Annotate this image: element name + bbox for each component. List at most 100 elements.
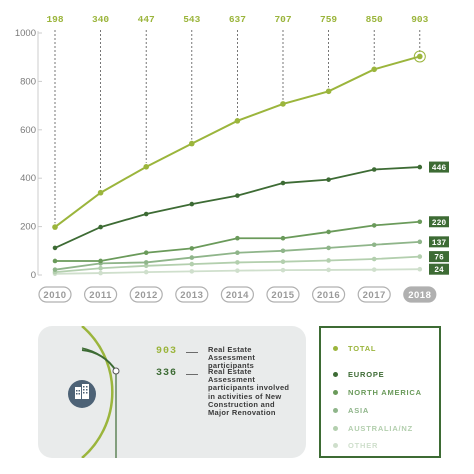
data-point bbox=[417, 254, 423, 259]
data-point bbox=[235, 250, 240, 256]
data-point bbox=[371, 66, 378, 73]
stat-newconstruction-value: 336 bbox=[156, 368, 178, 379]
stat-newconstruction: 336 Real Estate Assessment participants … bbox=[156, 367, 298, 418]
end-value-box bbox=[429, 236, 449, 248]
year-pill bbox=[266, 286, 300, 303]
end-value-box bbox=[429, 161, 449, 173]
data-point bbox=[371, 167, 377, 172]
legend-dot bbox=[333, 390, 338, 395]
year-pill bbox=[38, 286, 72, 303]
year-label: 2013 bbox=[180, 290, 203, 301]
year-label: 2015 bbox=[271, 290, 294, 301]
y-tick-label: 1000 bbox=[15, 28, 36, 39]
year-label: 2016 bbox=[317, 290, 340, 301]
data-point bbox=[326, 245, 331, 251]
year-pill bbox=[220, 286, 254, 303]
data-point bbox=[189, 255, 195, 260]
y-tick-label: 400 bbox=[20, 173, 36, 184]
building-icon-part bbox=[75, 387, 81, 399]
data-point bbox=[417, 164, 423, 170]
data-point bbox=[325, 88, 332, 95]
top-data-label: 447 bbox=[138, 14, 155, 25]
data-point bbox=[97, 189, 104, 196]
line-chart: 0 200 400 600 800 1000 198 340 447 543 637 707 759 85… bbox=[15, 14, 449, 303]
data-point bbox=[280, 101, 286, 107]
data-point bbox=[143, 263, 149, 269]
stat-newconstruction-text: Real Estate Assessment participants invo… bbox=[208, 367, 290, 418]
top-data-label: 903 bbox=[411, 14, 428, 25]
end-value-label: 24 bbox=[434, 266, 444, 275]
data-point bbox=[143, 269, 149, 275]
data-point bbox=[235, 260, 240, 265]
total-arc bbox=[81, 326, 114, 458]
end-value-label: 137 bbox=[432, 239, 447, 248]
year-label: 2011 bbox=[89, 290, 112, 301]
data-point bbox=[189, 261, 195, 267]
data-point bbox=[417, 219, 423, 225]
data-point bbox=[52, 258, 58, 264]
end-value-box bbox=[429, 251, 449, 263]
legend-dot bbox=[333, 426, 338, 431]
stat-total-text: Real Estate Assessment participants bbox=[208, 345, 256, 371]
building-icon-part bbox=[82, 384, 89, 399]
end-value-box bbox=[429, 263, 449, 275]
data-point bbox=[280, 267, 286, 273]
data-point bbox=[417, 53, 423, 60]
y-tick-label: 0 bbox=[31, 270, 36, 281]
data-point bbox=[326, 267, 331, 273]
end-value-label: 220 bbox=[432, 219, 447, 228]
end-value-box bbox=[429, 216, 449, 228]
data-point bbox=[235, 193, 240, 198]
legend-item-north-america: NORTH AMERICA bbox=[333, 388, 422, 397]
stat-total-value: 903 bbox=[156, 346, 178, 357]
legend-dot bbox=[333, 408, 338, 413]
data-point bbox=[189, 246, 195, 251]
data-point bbox=[98, 258, 103, 264]
data-point bbox=[235, 268, 240, 273]
year-label: 2014 bbox=[226, 290, 249, 301]
data-point bbox=[143, 260, 149, 265]
series-line-north-america bbox=[55, 220, 420, 262]
data-point bbox=[98, 265, 103, 271]
year-label: 2018 bbox=[408, 290, 431, 301]
data-point bbox=[52, 245, 58, 251]
legend-item-total: TOTAL bbox=[333, 344, 376, 353]
data-point bbox=[371, 256, 377, 262]
data-point bbox=[371, 223, 377, 228]
data-point bbox=[417, 266, 423, 272]
data-point bbox=[98, 224, 103, 230]
data-point bbox=[417, 239, 423, 245]
data-point bbox=[234, 118, 241, 124]
data-point bbox=[280, 248, 286, 254]
top-data-label: 340 bbox=[92, 14, 109, 25]
data-point bbox=[326, 229, 331, 235]
final-point-ring bbox=[413, 50, 426, 63]
year-pill bbox=[357, 286, 391, 303]
top-data-label: 707 bbox=[274, 14, 291, 25]
series-line-europe bbox=[54, 166, 420, 249]
info-graphic bbox=[68, 326, 120, 458]
legend-dot bbox=[333, 346, 338, 351]
top-data-label: 543 bbox=[183, 14, 200, 25]
data-point bbox=[280, 180, 286, 186]
data-point bbox=[189, 269, 195, 274]
year-label: 2012 bbox=[135, 290, 158, 301]
end-value-label: 446 bbox=[432, 164, 447, 173]
stat-total: 903 Real Estate Assessment participants bbox=[156, 345, 298, 371]
data-point bbox=[189, 201, 195, 207]
data-point bbox=[143, 250, 149, 256]
legend-dot bbox=[333, 372, 338, 377]
series-line-asia bbox=[54, 240, 420, 271]
data-point bbox=[326, 177, 331, 182]
data-point bbox=[326, 258, 331, 263]
year-pill bbox=[312, 286, 346, 303]
year-pill bbox=[175, 286, 209, 303]
data-point bbox=[98, 270, 103, 276]
year-pill bbox=[129, 286, 163, 303]
legend-dot bbox=[333, 443, 338, 448]
subset-arc-inner bbox=[81, 349, 117, 372]
year-pill bbox=[83, 286, 118, 303]
data-point bbox=[280, 259, 286, 264]
data-point bbox=[143, 164, 149, 170]
top-data-label: 759 bbox=[320, 14, 337, 25]
